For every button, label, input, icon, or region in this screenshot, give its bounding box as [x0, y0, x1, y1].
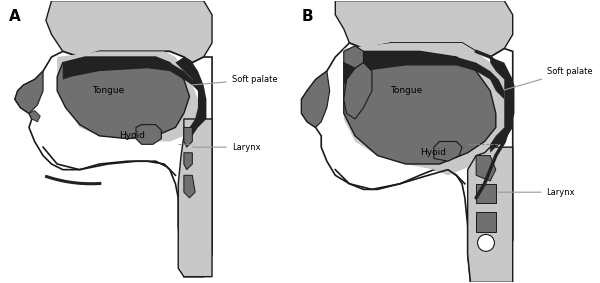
Text: Soft palate: Soft palate — [192, 75, 277, 85]
Polygon shape — [434, 142, 462, 161]
Polygon shape — [476, 212, 496, 231]
Polygon shape — [178, 119, 212, 277]
Polygon shape — [29, 111, 40, 122]
Polygon shape — [302, 71, 329, 127]
Text: Hyoid: Hyoid — [119, 131, 145, 140]
Text: Hyoid: Hyoid — [420, 148, 446, 157]
Text: Soft palate: Soft palate — [504, 67, 592, 90]
Text: Larynx: Larynx — [192, 143, 260, 152]
Text: Tongue: Tongue — [92, 86, 124, 95]
Polygon shape — [335, 1, 513, 57]
Text: A: A — [9, 9, 21, 24]
Polygon shape — [175, 57, 206, 142]
Polygon shape — [184, 127, 193, 147]
Polygon shape — [344, 43, 513, 175]
Text: Larynx: Larynx — [499, 188, 575, 197]
Polygon shape — [15, 71, 43, 113]
Polygon shape — [57, 57, 190, 139]
Polygon shape — [184, 153, 193, 170]
Polygon shape — [184, 175, 195, 198]
Polygon shape — [344, 46, 364, 68]
Polygon shape — [344, 63, 372, 119]
Polygon shape — [63, 57, 198, 91]
Polygon shape — [302, 43, 513, 282]
Polygon shape — [15, 52, 212, 277]
Polygon shape — [344, 52, 504, 99]
Polygon shape — [467, 147, 513, 282]
Polygon shape — [46, 1, 212, 63]
Polygon shape — [136, 125, 161, 144]
Polygon shape — [476, 184, 496, 203]
Polygon shape — [57, 52, 198, 142]
Polygon shape — [476, 156, 496, 181]
Polygon shape — [490, 57, 513, 153]
Circle shape — [478, 234, 494, 251]
Text: B: B — [302, 9, 313, 24]
Text: Tongue: Tongue — [389, 86, 422, 95]
Polygon shape — [344, 52, 496, 164]
